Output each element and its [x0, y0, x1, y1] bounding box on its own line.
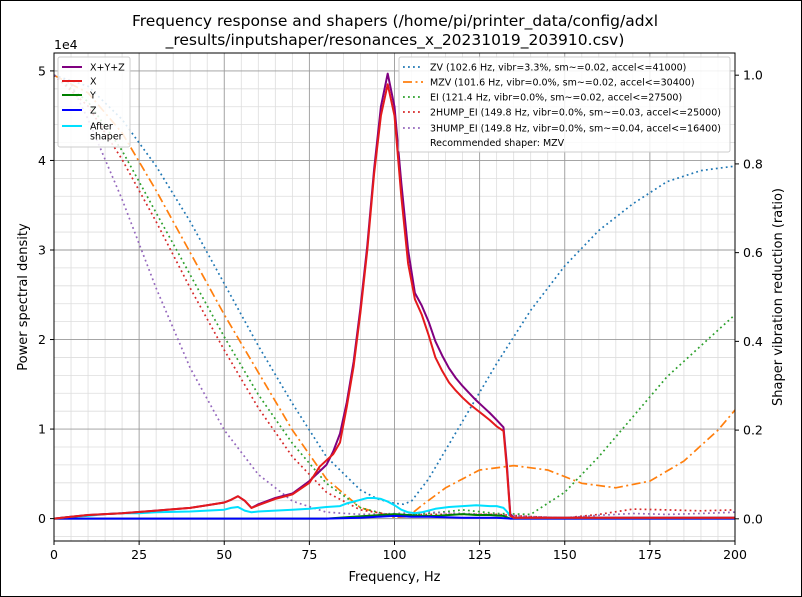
y-offset-label: 1e4 [54, 37, 78, 52]
x-tick-label: 200 [723, 547, 747, 562]
legend-right-label-0: ZV (102.6 Hz, vibr=3.3%, sm~=0.02, accel… [430, 63, 686, 74]
y2-tick-label: 0.2 [743, 423, 763, 438]
y-tick-label: 3 [38, 242, 46, 257]
y2-tick-label: 1.0 [743, 68, 763, 83]
legend-left-label-4: After [90, 122, 113, 133]
recommended-shaper-text: Recommended shaper: MZV [430, 138, 565, 149]
chart-title-line-1: Frequency response and shapers (/home/pi… [131, 12, 659, 30]
shaper-curve-3 [53, 74, 736, 519]
psd-curve-1 [53, 83, 735, 520]
shaper-curve-0 [53, 74, 736, 506]
y-axis-label: Power spectral density [16, 223, 31, 371]
y2-tick-label: 0.0 [743, 511, 763, 526]
legend-left-label-0: X+Y+Z [90, 63, 125, 74]
legend-right-label-2: EI (121.4 Hz, vibr=0.0%, sm~=0.02, accel… [430, 93, 682, 104]
y2-tick-label: 0.6 [743, 245, 763, 260]
x-tick-label: 50 [216, 547, 232, 562]
y2-tick-label: 0.4 [743, 334, 763, 349]
y-tick-label: 1 [38, 422, 46, 437]
x-tick-label: 25 [131, 547, 147, 562]
x-tick-label: 100 [383, 547, 407, 562]
legend-right [398, 56, 731, 153]
x-tick-label: 0 [50, 547, 58, 562]
x-tick-label: 75 [301, 547, 317, 562]
x-axis-label: Frequency, Hz [348, 570, 440, 585]
legend-right-label-3: 2HUMP_EI (149.8 Hz, vibr=0.0%, sm~=0.03,… [430, 108, 721, 119]
legend-left-label-1: X [90, 77, 97, 88]
legend-left [57, 56, 131, 148]
y-tick-label: 4 [38, 153, 46, 168]
legend-left-label-2: Y [89, 91, 96, 102]
shaper-curve-1 [53, 74, 736, 519]
chart-title-line-2: _results/inputshaper/resonances_x_202310… [165, 31, 625, 49]
x-tick-label: 125 [468, 547, 492, 562]
y-tick-label: 2 [38, 332, 46, 347]
legend-right-label-4: 3HUMP_EI (149.8 Hz, vibr=0.0%, sm~=0.04,… [430, 124, 721, 135]
legend-left-label-3: Z [90, 106, 97, 117]
y-tick-label: 5 [38, 63, 46, 78]
y-tick-label: 0 [38, 511, 46, 526]
x-tick-label: 175 [638, 547, 662, 562]
legend-right-label-1: MZV (101.6 Hz, vibr=0.0%, sm~=0.02, acce… [430, 78, 695, 89]
x-tick-label: 150 [553, 547, 577, 562]
y2-axis-label: Shaper vibration reduction (ratio) [771, 188, 786, 406]
legend-left-label-4: shaper [90, 132, 123, 143]
y2-tick-label: 0.8 [743, 156, 763, 171]
